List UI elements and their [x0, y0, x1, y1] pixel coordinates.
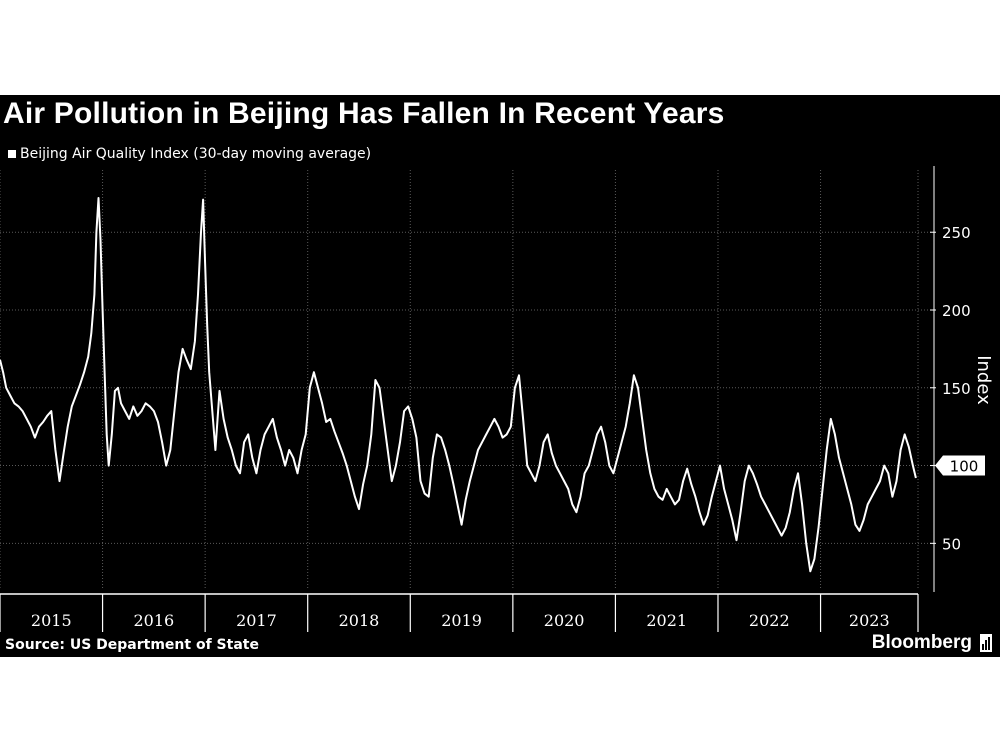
chart-title: Air Pollution in Beijing Has Fallen In R… — [3, 97, 725, 130]
vertical-gridlines — [0, 170, 919, 590]
x-axis-labels: 2015 2016 2017 2018 2019 2020 2021 2022 2023 — [31, 611, 890, 630]
year-label-2020: 2020 — [544, 611, 585, 630]
last-value-marker: 100 — [935, 455, 985, 476]
year-label-2022: 2022 — [749, 611, 790, 630]
legend-label: Beijing Air Quality Index (30-day moving… — [20, 146, 372, 162]
legend-swatch — [8, 150, 16, 158]
y-axis: 50100150200250 — [0, 166, 971, 595]
line-chart: 2015 2016 2017 2018 2019 2020 2021 2022 2023 50 1… — [0, 166, 994, 632]
y-tick-label-200: 200 — [942, 302, 971, 320]
year-label-2018: 2018 — [339, 611, 380, 630]
year-label-2019: 2019 — [441, 611, 482, 630]
year-label-2016: 2016 — [133, 611, 174, 630]
legend: Beijing Air Quality Index (30-day moving… — [8, 146, 371, 162]
y-tick-label-150: 150 — [942, 380, 971, 398]
y-tick-label-50: 50 — [942, 535, 961, 553]
y-tick-label-250: 250 — [942, 224, 971, 242]
brand-wordmark: Bloomberg — [871, 632, 972, 653]
last-value-label: 100 — [950, 458, 979, 476]
year-label-2017: 2017 — [236, 611, 277, 630]
y-axis-title: Index — [973, 355, 994, 405]
series-group — [0, 197, 917, 573]
source-note: Source: US Department of State — [5, 637, 259, 653]
year-dividers — [0, 594, 919, 632]
year-label-2015: 2015 — [31, 611, 72, 630]
bloomberg-icon — [980, 634, 992, 652]
series-line — [0, 197, 917, 573]
year-label-2023: 2023 — [849, 611, 890, 630]
chart-background — [0, 95, 1000, 657]
last-value-badge — [935, 455, 985, 476]
year-label-2021: 2021 — [646, 611, 687, 630]
